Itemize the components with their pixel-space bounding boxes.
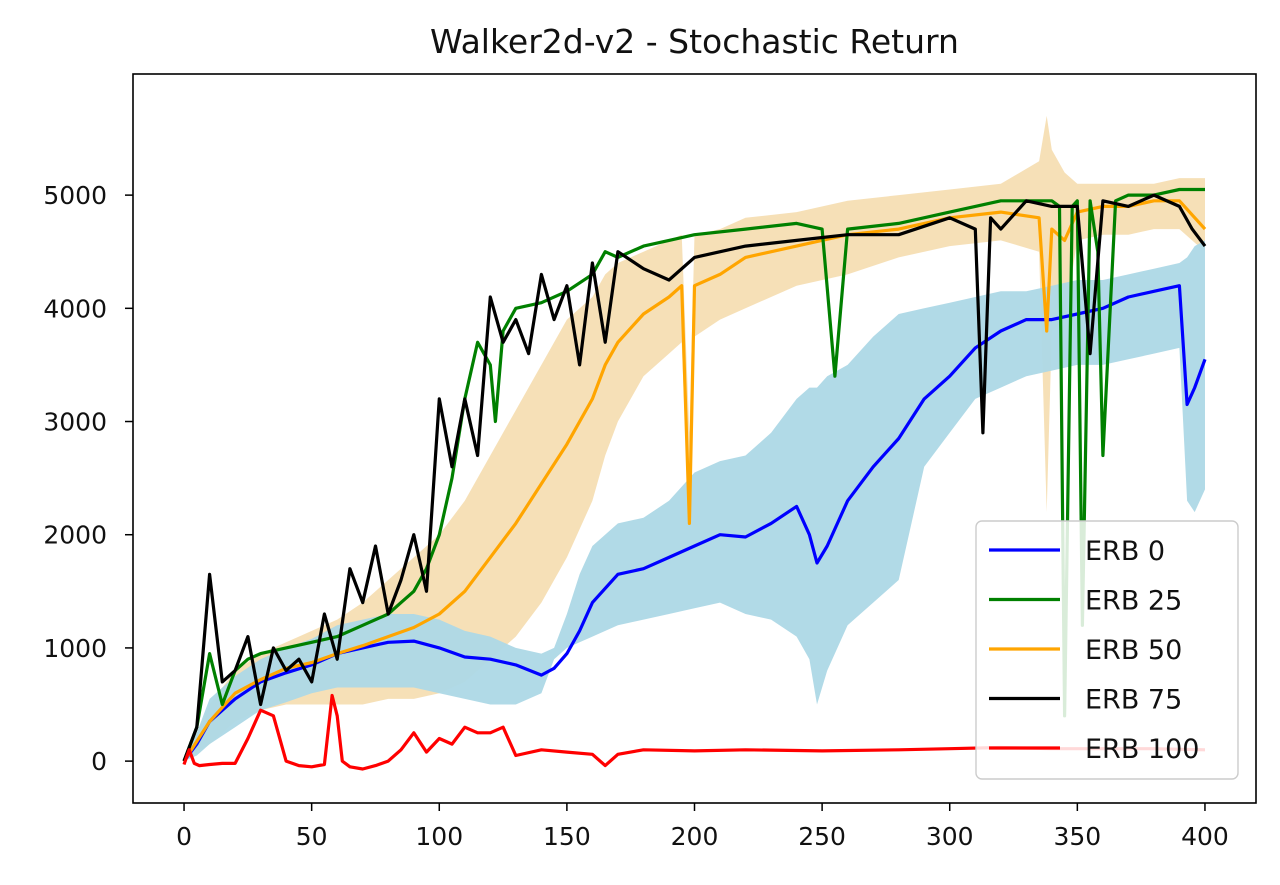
- x-axis: 0 50 100 150 200 250 300 350 400: [176, 803, 1229, 851]
- band-erb-0: [184, 240, 1205, 762]
- legend-box: [975, 520, 1239, 780]
- chart-title: Walker2d-v2 - Stochastic Return: [430, 22, 959, 61]
- y-tick-label: 5000: [43, 181, 107, 210]
- series-line-erb-50: [182, 199, 1207, 762]
- band-erb-50: [184, 115, 1205, 762]
- x-tick-label: 100: [415, 822, 463, 851]
- y-tick-label: 4000: [43, 294, 107, 323]
- x-tick-label: 0: [176, 822, 192, 851]
- y-tick-label: 0: [91, 747, 107, 776]
- x-tick-label: 350: [1053, 822, 1101, 851]
- series-line-erb-25: [182, 187, 1205, 762]
- legend-label-erb-25: ERB 25: [1085, 586, 1182, 617]
- x-tick-label: 250: [798, 822, 846, 851]
- x-tick-label: 300: [926, 822, 974, 851]
- legend-label-erb-100: ERB 100: [1085, 734, 1199, 765]
- x-tick-label: 400: [1181, 822, 1229, 851]
- series-line-erb-0: [182, 284, 1207, 763]
- y-axis: 0 1000 2000 3000 4000 5000: [43, 181, 133, 776]
- legend: ERB 0 ERB 25 ERB 50 ERB 75 ERB 100: [975, 520, 1239, 780]
- x-tick-label: 200: [671, 822, 719, 851]
- series-lines: [182, 187, 1207, 771]
- series-line-erb-75: [182, 193, 1207, 762]
- y-tick-label: 2000: [43, 521, 107, 550]
- confidence-bands: [184, 115, 1205, 762]
- legend-label-erb-75: ERB 75: [1085, 685, 1182, 716]
- y-tick-label: 1000: [43, 634, 107, 663]
- legend-label-erb-50: ERB 50: [1085, 635, 1182, 666]
- x-tick-label: 150: [543, 822, 591, 851]
- x-tick-label: 50: [296, 822, 328, 851]
- y-tick-label: 3000: [43, 408, 107, 437]
- series-line-erb-100: [182, 693, 1206, 771]
- legend-label-erb-0: ERB 0: [1085, 536, 1165, 567]
